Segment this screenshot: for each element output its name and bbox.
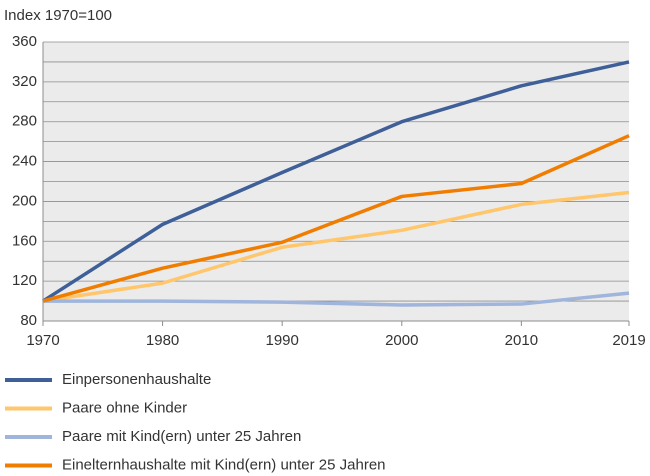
y-tick-label: 320	[12, 73, 37, 90]
y-tick-label: 280	[12, 113, 37, 130]
legend-label: Paare mit Kind(ern) unter 25 Jahren	[62, 428, 301, 445]
y-axis-label: Index 1970=100	[4, 7, 112, 24]
series-line	[43, 291, 630, 307]
x-tick-label: 1980	[146, 332, 179, 349]
x-tick-label: 2010	[505, 332, 538, 349]
x-tick-label: 2000	[385, 332, 418, 349]
x-tick-label: 2019	[612, 332, 645, 349]
legend-label: Einelternhaushalte mit Kind(ern) unter 2…	[62, 456, 386, 473]
x-tick-label: 1970	[26, 332, 59, 349]
x-tick-label: 1990	[265, 332, 298, 349]
series-line	[42, 190, 630, 303]
y-tick-label: 200	[12, 192, 37, 209]
series-line	[42, 60, 630, 303]
y-tick-label: 80	[20, 312, 37, 329]
y-tick-label: 360	[12, 33, 37, 50]
legend-label: Paare ohne Kinder	[62, 399, 187, 416]
y-tick-label: 120	[12, 272, 37, 289]
y-tick-label: 160	[12, 232, 37, 249]
series-line	[42, 134, 630, 303]
legend-label: Einpersonenhaushalte	[62, 371, 211, 388]
y-tick-label: 240	[12, 153, 37, 170]
